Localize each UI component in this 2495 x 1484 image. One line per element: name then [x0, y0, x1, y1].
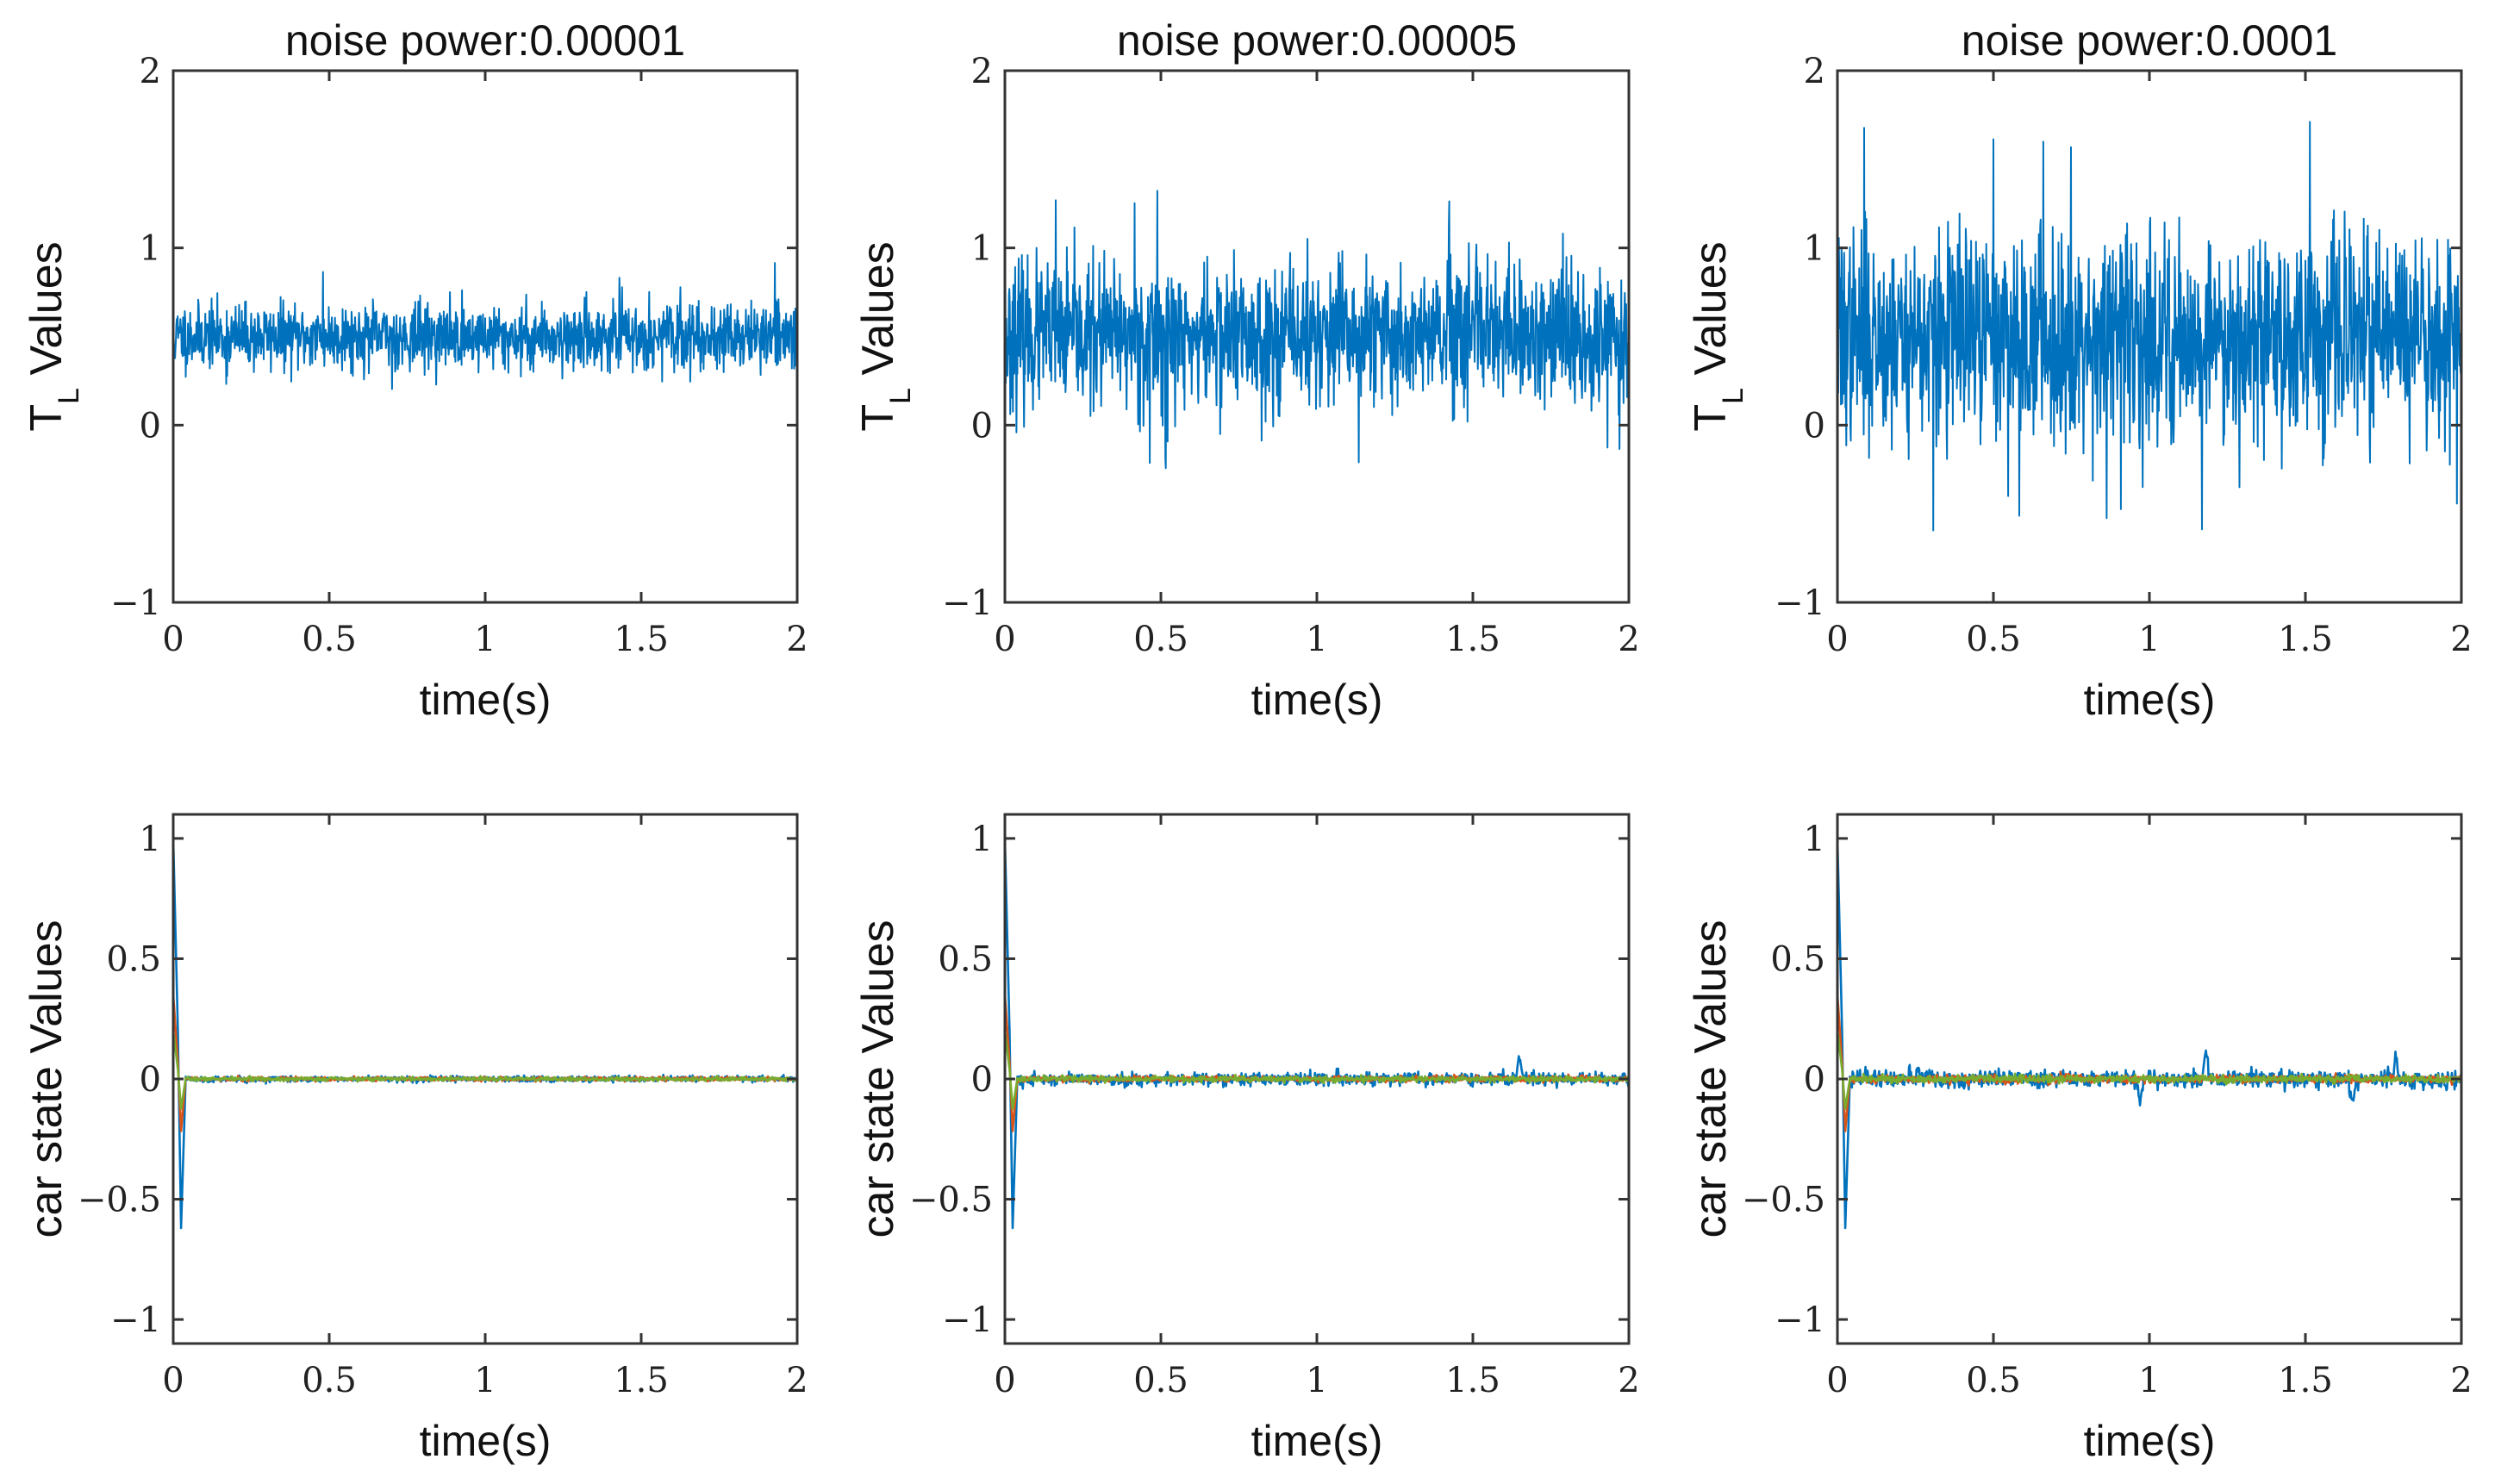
x-tick-label: 0 — [162, 620, 184, 659]
y-tick-label: 1 — [1804, 229, 1825, 269]
x-tick-label: 1 — [474, 1361, 496, 1400]
y-tick-label: 0 — [1804, 1060, 1825, 1100]
x-tick-label: 0.5 — [302, 620, 357, 659]
subplot-r2-c3: 0 0.5 1 1.5 2 −1 −0.5 0 0.5 1 time(s) car state Val… — [1686, 813, 2473, 1465]
x-tick-label: 1.5 — [614, 1361, 669, 1400]
y-tick-label: 0 — [971, 406, 993, 446]
x-tick-label: 0.5 — [1133, 1361, 1188, 1400]
y-tick-label: 1 — [1804, 820, 1825, 859]
series-line-1 — [1005, 838, 1629, 1230]
series-line-2 — [173, 995, 797, 1132]
x-tick-label: 1.5 — [1445, 1361, 1500, 1400]
y-axis-label: TL Values — [1686, 241, 1750, 431]
x-tick-label: 2 — [786, 620, 808, 659]
x-tick-label: 2 — [2450, 620, 2472, 659]
series-line-3 — [1837, 1031, 2461, 1110]
subplot-title: noise power:0.00001 — [285, 16, 685, 65]
y-tick-label: 2 — [1804, 52, 1825, 91]
x-tick-label: 0.5 — [1966, 620, 2021, 659]
x-axis-label: time(s) — [1251, 676, 1383, 724]
x-tick-label: 0.5 — [1966, 1361, 2021, 1400]
x-tick-label: 1.5 — [1445, 620, 1500, 659]
y-tick-label: −1 — [1775, 583, 1825, 623]
x-axis-label: time(s) — [420, 676, 552, 724]
series-line-2 — [1837, 995, 2461, 1132]
x-tick-label: 2 — [1618, 620, 1639, 659]
y-tick-label: −1 — [942, 1300, 993, 1340]
subplot-r2-c2: 0 0.5 1 1.5 2 −1 −0.5 0 0.5 1 time(s) car state Val… — [853, 813, 1640, 1465]
x-tick-label: 2 — [2450, 1361, 2472, 1400]
x-tick-label: 1 — [2138, 620, 2160, 659]
y-axis-label: car state Values — [853, 920, 903, 1238]
x-axis-label: time(s) — [2084, 1417, 2216, 1465]
x-tick-label: 1 — [1306, 620, 1327, 659]
y-tick-label: 1 — [971, 229, 993, 269]
y-tick-label: 1 — [140, 229, 161, 269]
y-axis-label: car state Values — [1686, 920, 1736, 1238]
y-tick-label: 0.5 — [938, 939, 993, 979]
y-axis-label: TL Values — [22, 241, 85, 431]
x-tick-label: 1.5 — [2278, 1361, 2333, 1400]
x-tick-label: 0 — [1826, 620, 1848, 659]
y-tick-label: −0.5 — [909, 1181, 993, 1220]
x-tick-label: 1.5 — [2278, 620, 2333, 659]
y-tick-label: 1 — [140, 820, 161, 859]
y-tick-label: 2 — [971, 52, 993, 91]
x-tick-label: 1 — [474, 620, 496, 659]
subplot-title: noise power:0.00005 — [1117, 16, 1517, 65]
y-tick-label: 1 — [971, 820, 993, 859]
series-line-1 — [1837, 121, 2461, 532]
x-axis-label: time(s) — [2084, 676, 2216, 724]
y-tick-label: −1 — [110, 583, 161, 623]
y-tick-label: 0.5 — [1770, 939, 1825, 979]
x-tick-label: 0 — [994, 1361, 1015, 1400]
x-axis-label: time(s) — [420, 1417, 552, 1465]
y-tick-label: 0.5 — [106, 939, 161, 979]
x-tick-label: 1 — [2138, 1361, 2160, 1400]
series-line-1 — [173, 838, 797, 1230]
y-tick-label: −0.5 — [78, 1181, 161, 1220]
x-tick-label: 1.5 — [614, 620, 669, 659]
y-tick-label: −1 — [110, 1300, 161, 1340]
series-line-1 — [173, 262, 797, 390]
series-line-2 — [1005, 995, 1629, 1132]
series-line-1 — [1837, 838, 2461, 1230]
subplot-r2-c1: 0 0.5 1 1.5 2 −1 −0.5 0 0.5 1 time(s) car state Val… — [22, 813, 808, 1465]
x-tick-label: 2 — [1618, 1361, 1639, 1400]
y-tick-label: 0 — [140, 1060, 161, 1100]
x-tick-label: 0 — [162, 1361, 184, 1400]
y-tick-label: −1 — [1775, 1300, 1825, 1340]
x-tick-label: 0 — [1826, 1361, 1848, 1400]
y-tick-label: 0 — [140, 406, 161, 446]
y-tick-label: 0 — [971, 1060, 993, 1100]
x-axis-label: time(s) — [1251, 1417, 1383, 1465]
y-tick-label: 0 — [1804, 406, 1825, 446]
x-tick-label: 1 — [1306, 1361, 1327, 1400]
series-line-3 — [173, 1031, 797, 1110]
series-line-1 — [1005, 190, 1629, 470]
series-line-3 — [1005, 1031, 1629, 1110]
y-axis-label: TL Values — [853, 241, 917, 431]
x-tick-label: 0 — [994, 620, 1015, 659]
subplot-title: noise power:0.0001 — [1962, 16, 2337, 65]
x-tick-label: 0.5 — [302, 1361, 357, 1400]
x-tick-label: 2 — [786, 1361, 808, 1400]
y-tick-label: 2 — [140, 52, 161, 91]
y-tick-label: −1 — [942, 583, 993, 623]
x-tick-label: 0.5 — [1133, 620, 1188, 659]
y-axis-label: car state Values — [22, 920, 72, 1238]
y-tick-label: −0.5 — [1742, 1181, 1825, 1220]
